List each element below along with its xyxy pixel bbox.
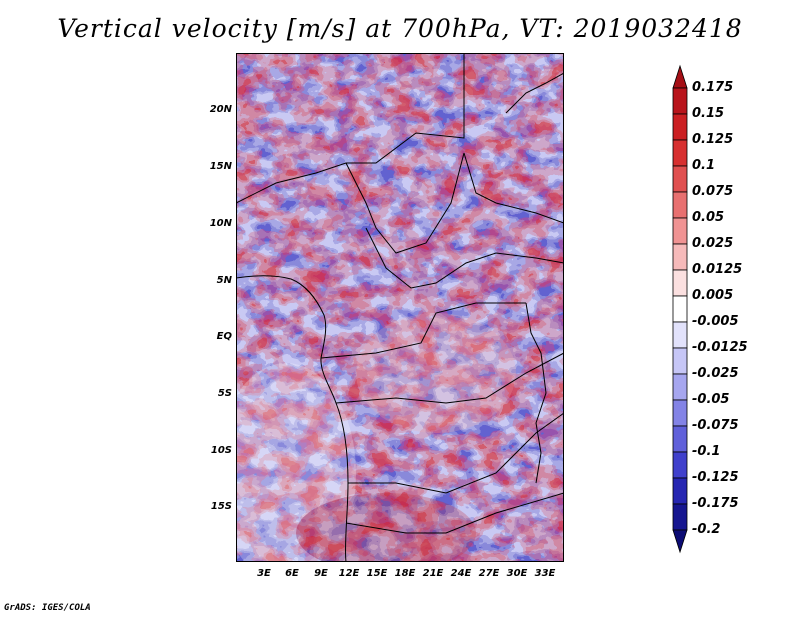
map-frame xyxy=(236,53,564,562)
colorbar-bottom-triangle xyxy=(672,529,688,554)
colorbar-segment xyxy=(672,373,688,401)
colorbar-label: 0.0125 xyxy=(692,262,743,277)
colorbar xyxy=(672,64,688,554)
colorbar-label: -0.125 xyxy=(692,470,739,485)
coastlines-borders xyxy=(236,53,564,562)
lon-tick-label: 24E xyxy=(450,568,472,579)
colorbar-label: -0.2 xyxy=(692,522,721,537)
colorbar-segment xyxy=(672,113,688,141)
lat-tick-label: 5S xyxy=(217,388,232,399)
colorbar-segment xyxy=(672,451,688,479)
colorbar-segment xyxy=(672,399,688,427)
colorbar-segment xyxy=(672,139,688,167)
velocity-map[interactable] xyxy=(236,53,564,562)
lon-tick-label: 18E xyxy=(394,568,416,579)
colorbar-label: 0.05 xyxy=(692,210,725,225)
grads-credit: GrADS: IGES/COLA xyxy=(4,603,91,613)
lat-tick-label: 5N xyxy=(216,275,232,286)
colorbar-label: 0.125 xyxy=(692,132,734,147)
map-title: Vertical velocity [m/s] at 700hPa, VT: 2… xyxy=(57,14,743,43)
colorbar-segment xyxy=(672,503,688,531)
colorbar-segment xyxy=(672,321,688,349)
lat-tick-label: EQ xyxy=(216,331,232,342)
colorbar-segment xyxy=(672,165,688,193)
velocity-field-plot xyxy=(236,53,564,562)
lon-tick-label: 27E xyxy=(478,568,500,579)
lon-tick-label: 3E xyxy=(257,568,271,579)
lon-tick-label: 15E xyxy=(366,568,388,579)
field-background xyxy=(236,53,564,562)
colorbar-label: -0.025 xyxy=(692,366,739,381)
lat-tick-label: 20N xyxy=(209,104,232,115)
lat-tick-label: 15S xyxy=(210,501,232,512)
lat-tick-label: 15N xyxy=(209,161,232,172)
lon-tick-label: 12E xyxy=(338,568,360,579)
colorbar-segment xyxy=(672,217,688,245)
colorbar-segment xyxy=(672,425,688,453)
colorbar-label: -0.075 xyxy=(692,418,739,433)
colorbar-segment xyxy=(672,87,688,115)
colorbar-segment xyxy=(672,295,688,323)
colorbar-segment xyxy=(672,191,688,219)
colorbar-label: -0.0125 xyxy=(692,340,748,355)
lon-tick-label: 9E xyxy=(314,568,328,579)
lat-tick-label: 10S xyxy=(210,445,232,456)
colorbar-label: -0.05 xyxy=(692,392,730,407)
lon-tick-label: 6E xyxy=(285,568,299,579)
lon-tick-label: 33E xyxy=(534,568,556,579)
colorbar-segment xyxy=(672,269,688,297)
colorbar-top-triangle xyxy=(672,64,688,89)
colorbar-label: 0.005 xyxy=(692,288,734,303)
colorbar-segment xyxy=(672,477,688,505)
colorbar-label: 0.175 xyxy=(692,80,734,95)
colorbar-label: 0.15 xyxy=(692,106,725,121)
lon-tick-label: 21E xyxy=(422,568,444,579)
colorbar-label: 0.025 xyxy=(692,236,734,251)
colorbar-label: -0.1 xyxy=(692,444,721,459)
colorbar-segment xyxy=(672,347,688,375)
colorbar-segment xyxy=(672,243,688,271)
lat-tick-label: 10N xyxy=(209,218,232,229)
colorbar-label: 0.1 xyxy=(692,158,716,173)
colorbar-label: 0.075 xyxy=(692,184,734,199)
colorbar-label: -0.005 xyxy=(692,314,739,329)
lon-tick-label: 30E xyxy=(506,568,528,579)
colorbar-label: -0.175 xyxy=(692,496,739,511)
